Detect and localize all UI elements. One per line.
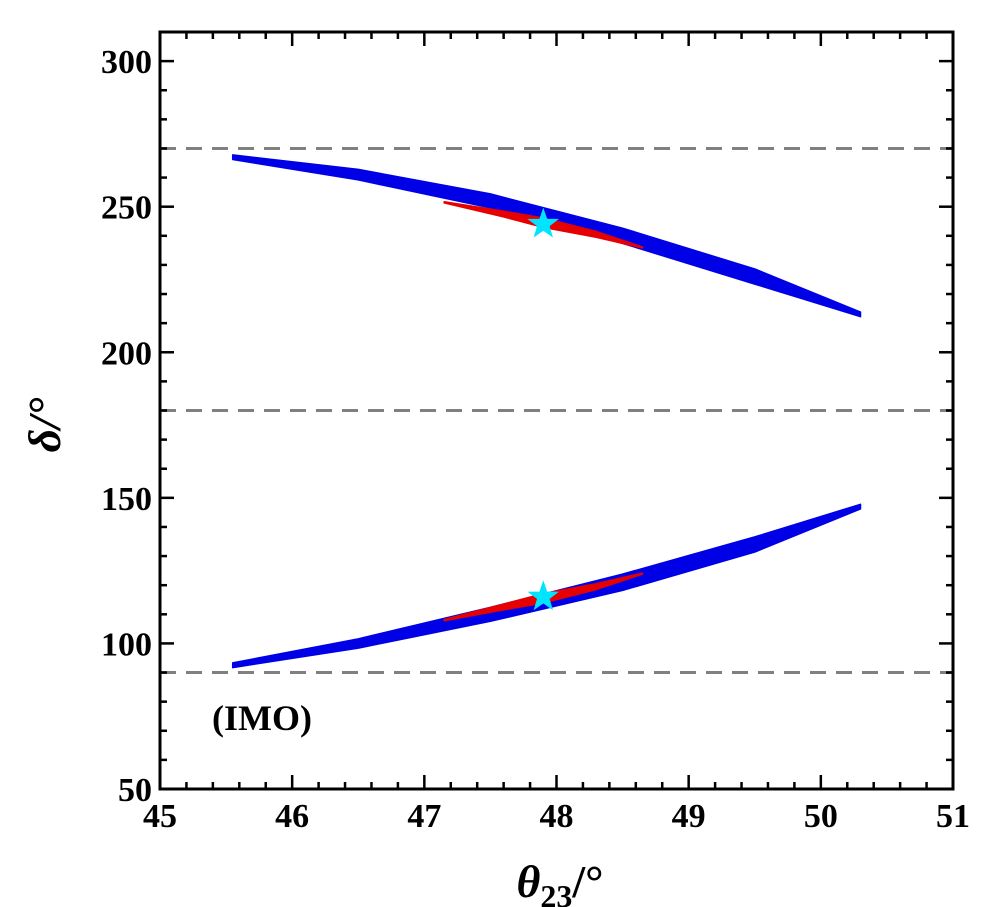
y-tick-label: 50 bbox=[118, 772, 152, 809]
y-tick-label: 200 bbox=[101, 335, 152, 372]
y-tick-labels: 50 100 150 200 250 300 bbox=[101, 44, 152, 809]
region-3 bbox=[231, 503, 862, 669]
x-tick-label: 46 bbox=[275, 798, 309, 835]
x-tick-label: 50 bbox=[804, 798, 838, 835]
x-tick-label: 48 bbox=[540, 798, 574, 835]
y-tick-label: 250 bbox=[101, 190, 152, 227]
x-axis-title: θ23/° bbox=[516, 856, 603, 907]
best-fit-star-2 bbox=[527, 580, 559, 611]
y-axis-title: δ/° bbox=[19, 397, 70, 452]
x-tick-labels: 45 46 47 48 49 50 51 bbox=[143, 798, 970, 835]
best-fit-points bbox=[527, 207, 559, 611]
axis-ticks bbox=[158, 30, 955, 791]
y-tick-label: 300 bbox=[101, 44, 152, 81]
reference-lines bbox=[160, 146, 953, 675]
y-tick-label: 100 bbox=[101, 626, 152, 663]
x-tick-label: 49 bbox=[672, 798, 706, 835]
best-fit-star-1 bbox=[527, 207, 559, 238]
x-axis-symbol: θ bbox=[516, 856, 540, 907]
x-tick-label: 47 bbox=[407, 798, 441, 835]
x-axis-subscript: 23 bbox=[540, 878, 572, 907]
annotation-label: (IMO) bbox=[212, 698, 312, 738]
x-tick-label: 45 bbox=[143, 798, 177, 835]
x-tick-label: 51 bbox=[936, 798, 970, 835]
y-tick-label: 150 bbox=[101, 481, 152, 518]
region-1 bbox=[231, 154, 862, 318]
x-axis-unit: /° bbox=[571, 856, 603, 907]
